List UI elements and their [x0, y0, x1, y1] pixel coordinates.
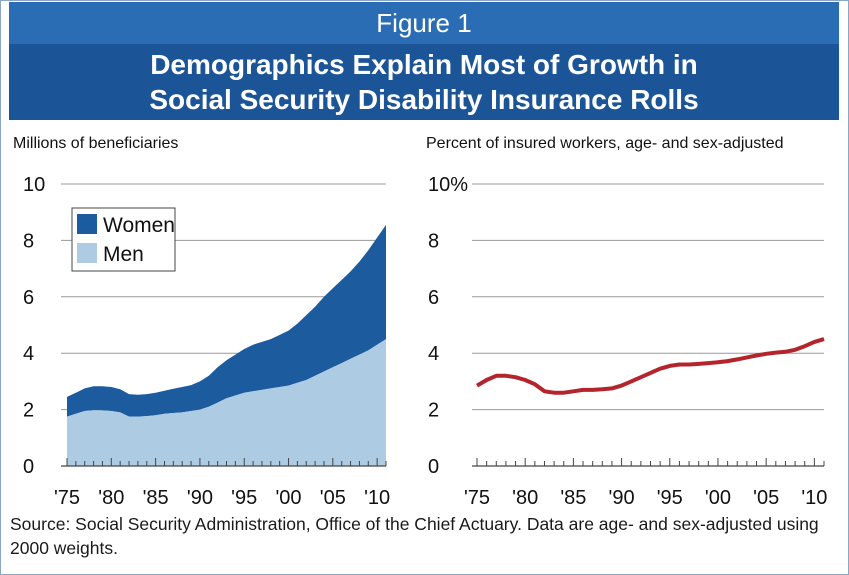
y-axis-title: Percent of insured workers, age- and sex…: [426, 135, 784, 152]
legend-swatch-men: [77, 243, 97, 263]
x-tick-label: '05: [320, 487, 346, 509]
series-area-women: [67, 224, 386, 417]
x-tick-label: '75: [464, 487, 490, 509]
x-tick-label: '75: [54, 487, 80, 509]
y-tick-label: 4: [23, 343, 34, 365]
y-tick-label: 10%: [428, 174, 468, 196]
source-note: Source: Social Security Administration, …: [10, 514, 819, 558]
y-tick-label: 2: [23, 400, 34, 422]
x-tick-label: '00: [705, 487, 731, 509]
x-tick-label: '85: [560, 487, 586, 509]
x-tick-label: '10: [364, 487, 390, 509]
x-tick-label: '00: [275, 487, 301, 509]
x-tick-label: '80: [512, 487, 538, 509]
y-tick-label: 4: [428, 343, 439, 365]
series-area-men: [67, 339, 386, 466]
x-tick-label: '85: [143, 487, 169, 509]
insured-percent-line-chart: Percent of insured workers, age- and sex…: [426, 135, 827, 509]
y-axis-title: Millions of beneficiaries: [13, 135, 178, 152]
legend-label-men: Men: [103, 243, 144, 266]
x-tick-label: '95: [657, 487, 683, 509]
y-tick-label: 8: [428, 230, 439, 252]
y-tick-label: 8: [23, 230, 34, 252]
legend-label-women: Women: [103, 214, 175, 237]
y-tick-label: 10: [23, 174, 45, 196]
figure-number: Figure 1: [376, 8, 472, 38]
y-tick-label: 0: [23, 456, 34, 478]
legend: Women Men: [71, 207, 176, 272]
x-tick-label: '05: [753, 487, 779, 509]
figure-number-band: [9, 2, 839, 44]
y-tick-label: 6: [428, 287, 439, 309]
title-band: [9, 44, 839, 120]
x-tick-label: '10: [801, 487, 827, 509]
series-line: [475, 337, 825, 395]
title-line-2: Social Security Disability Insurance Rol…: [149, 84, 699, 115]
y-tick-label: 0: [428, 456, 439, 478]
x-tick-label: '80: [98, 487, 124, 509]
beneficiaries-area-chart: Millions of beneficiaries 0 2 4 6 8 10 Women Men…: [13, 135, 390, 509]
title-line-1: Demographics Explain Most of Growth in: [150, 49, 698, 80]
x-tick-label: '90: [187, 487, 213, 509]
x-tick-label: '95: [231, 487, 257, 509]
y-tick-label: 6: [23, 287, 34, 309]
y-tick-label: 2: [428, 400, 439, 422]
legend-swatch-women: [77, 214, 97, 234]
x-tick-label: '90: [609, 487, 635, 509]
figure-title: Demographics Explain Most of Growth in S…: [9, 47, 839, 117]
